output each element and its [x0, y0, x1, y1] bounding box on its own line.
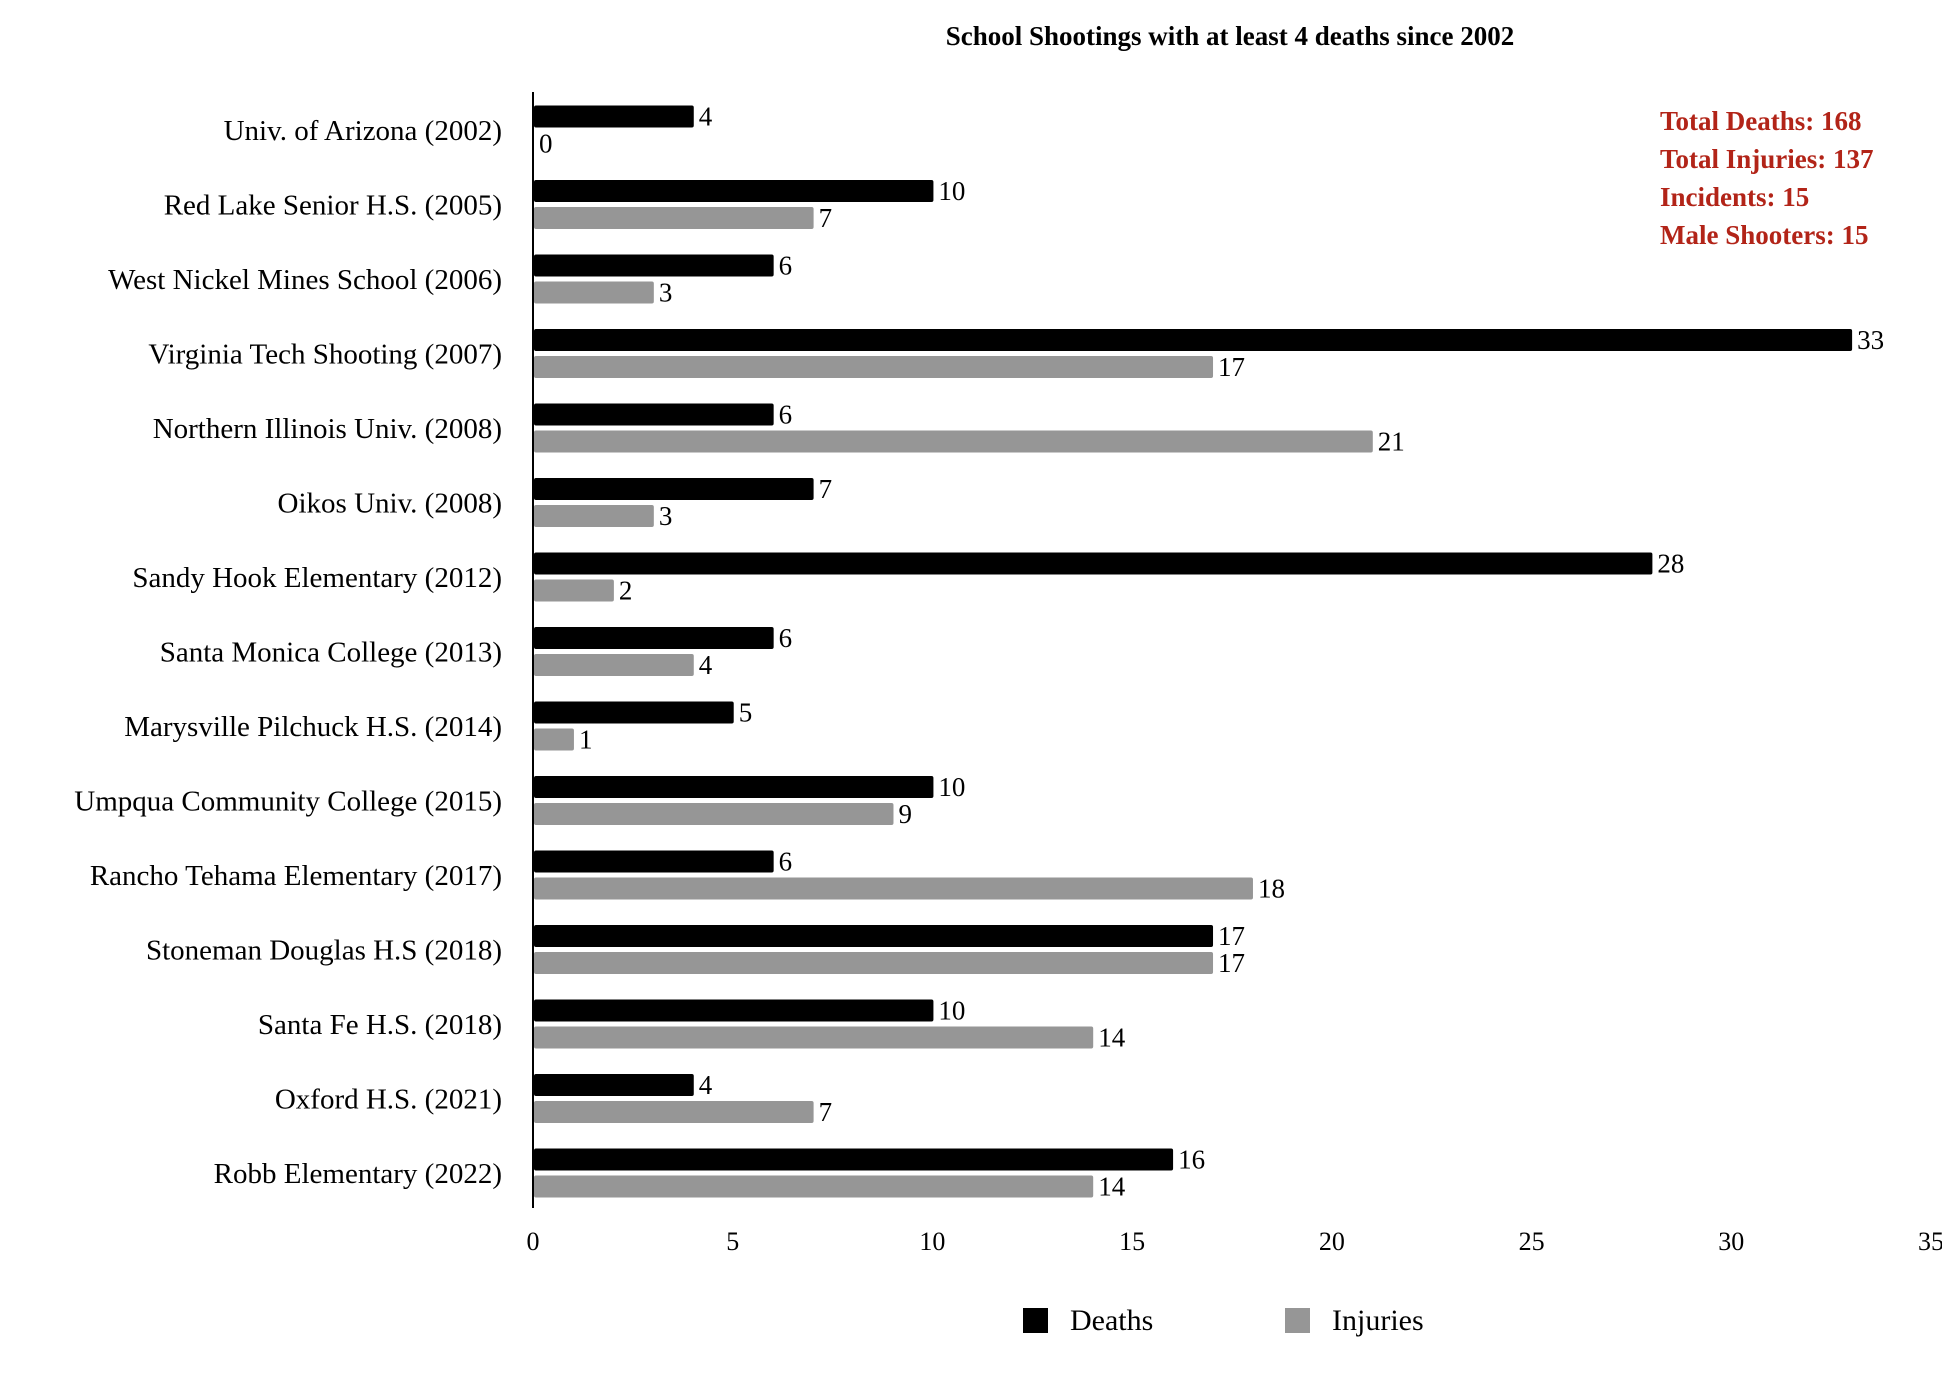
- data-label: 9: [898, 799, 912, 829]
- data-label: 4: [699, 650, 713, 680]
- bar-deaths: [534, 999, 934, 1022]
- category-label: Marysville Pilchuck H.S. (2014): [124, 711, 502, 743]
- bar-injuries: [534, 952, 1214, 974]
- data-label: 14: [1098, 1172, 1126, 1202]
- x-tick-label: 20: [1319, 1227, 1345, 1256]
- data-label: 6: [779, 847, 793, 877]
- x-tick-label: 30: [1718, 1227, 1744, 1256]
- data-label: 17: [1218, 352, 1245, 382]
- x-tick-label: 5: [726, 1227, 739, 1256]
- category-label: Umpqua Community College (2015): [74, 786, 502, 818]
- data-label: 3: [659, 501, 673, 531]
- data-label: 4: [699, 102, 713, 132]
- data-label: 7: [819, 1097, 833, 1127]
- x-tick-label: 35: [1918, 1227, 1942, 1256]
- category-label: Stoneman Douglas H.S (2018): [146, 935, 502, 967]
- data-label: 3: [659, 278, 673, 308]
- category-label: Virginia Tech Shooting (2007): [148, 339, 502, 371]
- data-label: 17: [1218, 948, 1245, 978]
- x-tick-label: 15: [1119, 1227, 1145, 1256]
- bar-injuries: [534, 281, 654, 304]
- category-label: Rancho Tehama Elementary (2017): [90, 860, 502, 892]
- x-tick-label: 10: [919, 1227, 945, 1256]
- bar-injuries: [534, 1101, 814, 1123]
- bar-injuries: [534, 728, 574, 751]
- data-label: 5: [739, 698, 753, 728]
- bar-deaths: [534, 552, 1653, 575]
- bar-deaths: [534, 925, 1214, 947]
- bar-injuries: [534, 1026, 1094, 1049]
- data-label: 10: [938, 996, 965, 1026]
- bar-injuries: [534, 803, 894, 825]
- legend-label-deaths: Deaths: [1070, 1304, 1153, 1337]
- data-label: 4: [699, 1070, 713, 1100]
- bar-deaths: [534, 776, 934, 798]
- bar-deaths: [534, 329, 1853, 351]
- bar-injuries: [534, 430, 1373, 453]
- summary-stat: Incidents: 15: [1660, 182, 1809, 212]
- category-label: West Nickel Mines School (2006): [108, 264, 502, 296]
- category-label: Santa Monica College (2013): [160, 637, 502, 669]
- data-label: 18: [1258, 874, 1285, 904]
- data-label: 7: [819, 474, 833, 504]
- bar-deaths: [534, 1074, 694, 1096]
- summary-stat: Total Deaths: 168: [1660, 106, 1862, 136]
- data-label: 10: [938, 772, 965, 802]
- data-label: 7: [819, 203, 833, 233]
- legend-label-injuries: Injuries: [1332, 1304, 1424, 1337]
- bar-injuries: [534, 1175, 1094, 1198]
- category-label: Oxford H.S. (2021): [275, 1084, 502, 1116]
- bar-injuries: [534, 207, 814, 229]
- data-label: 16: [1178, 1145, 1205, 1175]
- legend-swatch-deaths: [1023, 1308, 1048, 1333]
- data-label: 33: [1857, 325, 1884, 355]
- category-label: Red Lake Senior H.S. (2005): [164, 190, 502, 222]
- bar-injuries: [534, 654, 694, 676]
- category-label: Northern Illinois Univ. (2008): [153, 413, 502, 445]
- bar-injuries: [534, 579, 614, 602]
- data-label: 21: [1378, 427, 1405, 457]
- bar-injuries: [534, 505, 654, 527]
- summary-stat: Total Injuries: 137: [1660, 144, 1874, 174]
- bar-deaths: [534, 180, 934, 202]
- summary-stat: Male Shooters: 15: [1660, 220, 1868, 250]
- category-label: Univ. of Arizona (2002): [224, 115, 502, 147]
- data-label: 2: [619, 576, 633, 606]
- x-tick-label: 0: [527, 1227, 540, 1256]
- bar-injuries: [534, 877, 1253, 900]
- bar-deaths: [534, 701, 734, 724]
- data-label: 0: [539, 129, 553, 159]
- bar-injuries: [534, 356, 1214, 378]
- x-tick-label: 25: [1519, 1227, 1545, 1256]
- legend-swatch-injuries: [1285, 1308, 1310, 1333]
- data-label: 28: [1657, 549, 1684, 579]
- bar-deaths: [534, 403, 774, 426]
- bar-deaths: [534, 254, 774, 277]
- data-label: 10: [938, 176, 965, 206]
- data-label: 6: [779, 623, 793, 653]
- data-label: 6: [779, 251, 793, 281]
- category-label: Santa Fe H.S. (2018): [258, 1009, 502, 1041]
- data-label: 1: [579, 725, 593, 755]
- category-label: Oikos Univ. (2008): [278, 488, 502, 520]
- bar-deaths: [534, 850, 774, 873]
- chart-title: School Shootings with at least 4 deaths …: [946, 21, 1515, 51]
- data-label: 14: [1098, 1023, 1126, 1053]
- category-label: Sandy Hook Elementary (2012): [132, 562, 502, 594]
- data-label: 6: [779, 400, 793, 430]
- data-label: 17: [1218, 921, 1245, 951]
- bar-deaths: [534, 478, 814, 500]
- bar-deaths: [534, 1148, 1174, 1171]
- category-label: Robb Elementary (2022): [214, 1158, 502, 1190]
- bar-deaths: [534, 105, 694, 128]
- bar-deaths: [534, 627, 774, 649]
